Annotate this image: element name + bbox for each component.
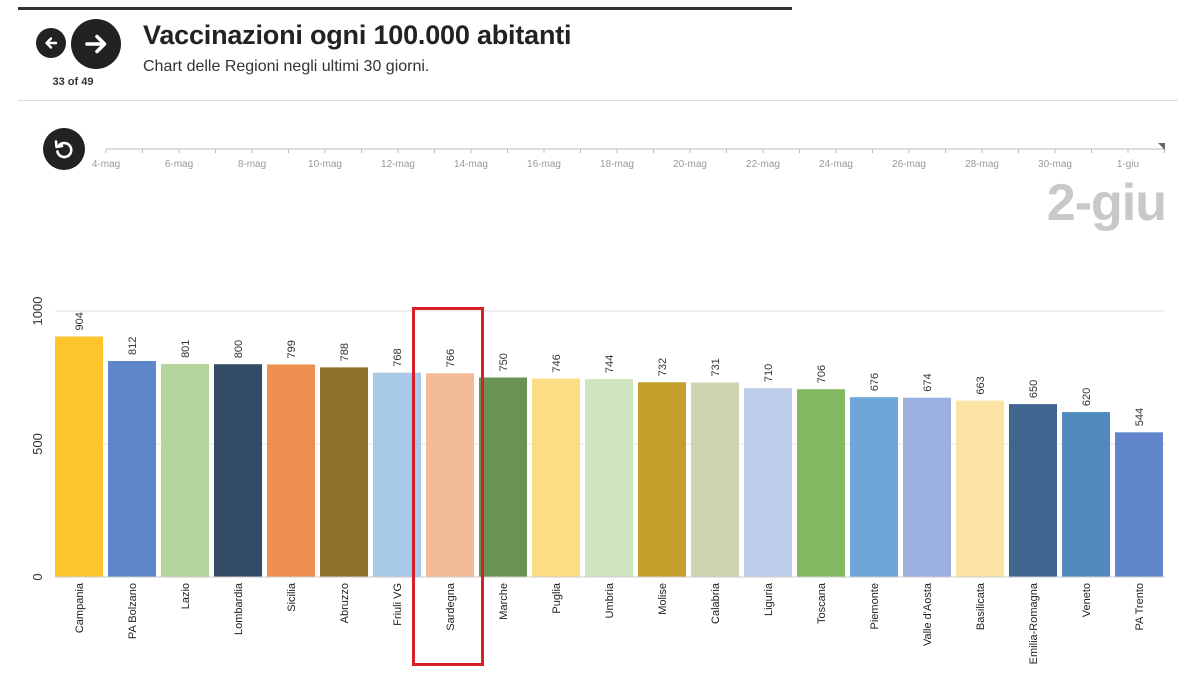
category-label: Liguria	[763, 582, 775, 616]
data-label: 650	[1028, 380, 1040, 398]
header-divider	[18, 100, 1178, 101]
timeline-label: 4-mag	[92, 159, 120, 170]
category-label: Piemonte	[869, 583, 881, 629]
bar	[320, 367, 368, 577]
bar	[161, 363, 209, 577]
category-label: Campania	[74, 582, 86, 633]
category-label: Basilicata	[975, 582, 987, 630]
timeline-handle	[1158, 143, 1165, 150]
data-label: 768	[392, 348, 404, 366]
timeline-label: 22-mag	[746, 159, 780, 170]
highlight-box	[412, 307, 484, 666]
data-label: 731	[710, 358, 722, 376]
bar	[532, 378, 580, 577]
bar	[1009, 404, 1057, 577]
y-tick-label: 500	[30, 433, 45, 455]
timeline-label: 20-mag	[673, 159, 707, 170]
timeline-label: 30-mag	[1038, 159, 1072, 170]
timeline-label: 6-mag	[165, 159, 193, 170]
category-label: Sicilia	[286, 582, 298, 612]
bar	[426, 373, 474, 577]
data-label: 744	[604, 355, 616, 373]
timeline-label: 1-giu	[1117, 159, 1139, 170]
data-label: 620	[1081, 388, 1093, 406]
data-label: 676	[869, 373, 881, 391]
data-label: 750	[498, 353, 510, 371]
arrow-right-icon	[85, 34, 107, 54]
timeline-label: 14-mag	[454, 159, 488, 170]
arrow-left-icon	[45, 37, 58, 49]
category-label: Toscana	[816, 582, 828, 624]
bar	[1115, 432, 1163, 577]
bar	[850, 397, 898, 577]
category-label: Veneto	[1081, 583, 1093, 617]
data-label: 663	[975, 376, 987, 394]
timeline-label: 28-mag	[965, 159, 999, 170]
y-tick-label: 0	[30, 573, 45, 580]
previous-button[interactable]	[36, 28, 66, 58]
data-label: 674	[922, 373, 934, 391]
timeline-label: 18-mag	[600, 159, 634, 170]
data-label: 788	[339, 343, 351, 361]
data-label: 706	[816, 365, 828, 383]
timeline-label: 26-mag	[892, 159, 926, 170]
data-label: 732	[657, 358, 669, 376]
next-button[interactable]	[71, 19, 121, 69]
bar	[1062, 412, 1110, 577]
timeline-label: 24-mag	[819, 159, 853, 170]
bar	[479, 377, 527, 577]
category-label: Lombardia	[233, 582, 245, 635]
bar	[744, 388, 792, 577]
replay-icon	[54, 140, 73, 159]
category-label: Abruzzo	[339, 583, 351, 623]
data-label: 746	[551, 354, 563, 372]
bar	[55, 336, 103, 577]
bar	[797, 389, 845, 577]
category-label: Calabria	[710, 582, 722, 624]
bar	[638, 382, 686, 577]
data-label: 799	[286, 340, 298, 358]
page-title: Vaccinazioni ogni 100.000 abitanti	[143, 20, 572, 50]
bar	[585, 379, 633, 577]
data-label: 710	[763, 364, 775, 382]
category-label: Molise	[657, 583, 669, 615]
category-label: Emilia-Romagna	[1028, 582, 1040, 664]
timeline-slider[interactable]: 4-mag 6-mag 8-mag 10-mag 12-mag 14-mag 16-mag 1…	[0, 130, 1200, 180]
timeline-label: 16-mag	[527, 159, 561, 170]
bar	[903, 397, 951, 577]
bar	[108, 361, 156, 577]
timeline-label: 12-mag	[381, 159, 415, 170]
category-label: Umbria	[604, 582, 616, 618]
replay-button[interactable]	[43, 128, 85, 170]
category-label: Lazio	[180, 583, 192, 609]
category-label: Valle d'Aosta	[922, 582, 934, 646]
current-date: 2-giu	[1046, 174, 1167, 232]
category-label: Puglia	[551, 582, 563, 613]
category-label: Friuli VG	[392, 583, 404, 626]
page-subtitle: Chart delle Regioni negli ultimi 30 gior…	[143, 58, 430, 75]
bar	[214, 364, 262, 577]
timeline-label: 10-mag	[308, 159, 342, 170]
top-rule	[18, 7, 792, 10]
data-label: 544	[1134, 408, 1146, 426]
data-label: 812	[127, 337, 139, 355]
timeline-label: 8-mag	[238, 159, 266, 170]
category-label: PA Trento	[1134, 583, 1146, 631]
bar	[691, 382, 739, 577]
category-label: PA Bolzano	[127, 583, 139, 639]
bar	[267, 364, 315, 577]
data-label: 904	[74, 312, 86, 330]
bar-chart: 0 500 1000 904 Campania 812 PA Bolzano 801 Lazio…	[30, 297, 1165, 664]
data-label: 800	[233, 340, 245, 358]
bar	[956, 400, 1004, 577]
data-label: 801	[180, 340, 192, 358]
slide-counter: 33 of 49	[52, 76, 94, 88]
y-tick-label: 1000	[30, 297, 45, 326]
data-label: 766	[445, 349, 457, 367]
category-label: Marche	[498, 583, 510, 620]
category-label: Sardegna	[445, 582, 457, 631]
